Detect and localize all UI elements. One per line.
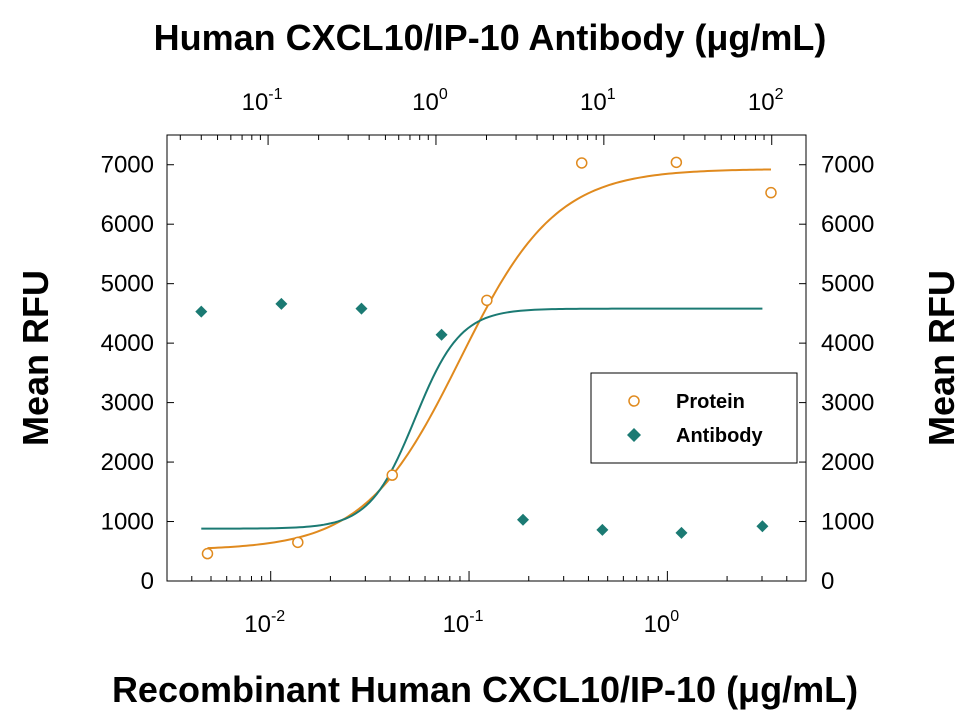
x2-tick-label: 101 [580, 86, 616, 116]
y-tick-label-right: 5000 [821, 271, 874, 298]
protein-point [386, 469, 398, 481]
protein-point [201, 547, 214, 560]
antibody-point [517, 513, 530, 526]
y-tick-label-right: 3000 [821, 390, 874, 417]
protein-point [292, 536, 304, 549]
y-tick-label-right: 0 [821, 568, 834, 595]
y-tick-label-left: 5000 [101, 271, 154, 298]
legend-antibody-marker [627, 428, 641, 442]
legend-protein-marker [628, 395, 640, 407]
protein-fit-curve [207, 168, 772, 550]
antibody-point [435, 328, 448, 341]
protein-point [575, 157, 588, 169]
protein-point [765, 186, 777, 199]
y-tick-label-left: 3000 [101, 390, 154, 417]
y-tick-label-right: 2000 [821, 449, 874, 476]
y-tick-label-right: 1000 [821, 509, 874, 536]
fit-curves [201, 168, 772, 550]
x2-tick-label: 10-1 [242, 86, 283, 116]
data-points [195, 156, 777, 560]
antibody-point [275, 297, 288, 310]
protein-point [481, 294, 493, 307]
legend-protein-label: Protein [676, 391, 745, 413]
chart-title: Human CXCL10/IP-10 Antibody (μg/mL) [154, 17, 827, 58]
y-tick-label-left: 7000 [101, 152, 154, 179]
antibody-point [355, 302, 368, 315]
protein-point [670, 156, 683, 169]
y-tick-label-left: 2000 [101, 449, 154, 476]
y-axis-label-left: Mean RFU [15, 270, 56, 446]
tick-layer: 0 0 1000 1000 2000 2000 3000 3000 4000 4000 5000 50… [101, 86, 875, 638]
antibody-fit-curve [201, 307, 763, 530]
y-tick-label-left: 0 [141, 568, 154, 595]
y-tick-label-right: 7000 [821, 152, 874, 179]
antibody-point [195, 305, 208, 318]
plot-frame [166, 134, 807, 582]
x2-tick-label: 102 [748, 86, 784, 116]
antibody-point [675, 526, 688, 539]
x-axis-label: Recombinant Human CXCL10/IP-10 (μg/mL) [112, 669, 858, 710]
y-tick-label-left: 6000 [101, 211, 154, 238]
y-tick-label-left: 4000 [101, 330, 154, 357]
legend-antibody-label: Antibody [676, 425, 764, 447]
y-tick-label-right: 4000 [821, 330, 874, 357]
y-axis-label-right: Mean RFU [921, 270, 962, 446]
y-tick-label-left: 1000 [101, 509, 154, 536]
x-tick-label: 100 [644, 608, 680, 638]
x-tick-label: 10-2 [244, 608, 285, 638]
legend: Protein Antibody [590, 372, 798, 464]
x-tick-label: 10-1 [443, 608, 484, 638]
antibody-point [596, 523, 609, 536]
antibody-point [756, 520, 769, 533]
y-tick-label-right: 6000 [821, 211, 874, 238]
x2-tick-label: 100 [412, 86, 448, 116]
legend-box [590, 372, 798, 464]
